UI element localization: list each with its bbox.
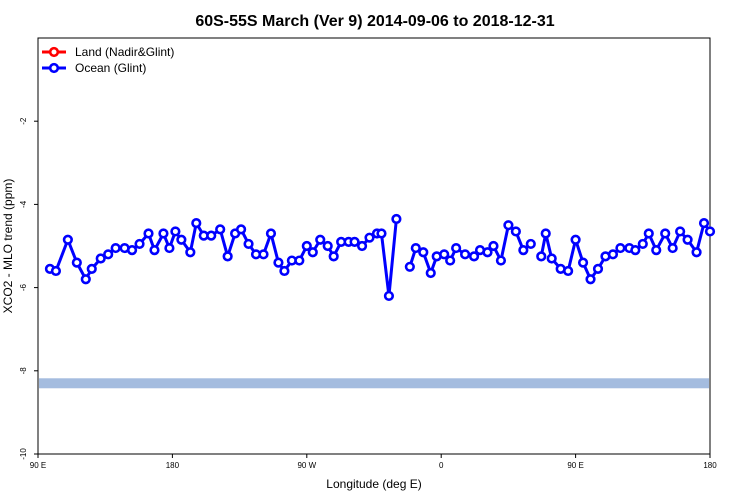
data-point [503,220,514,231]
data-point [651,245,662,256]
data-point [149,245,160,256]
data-point [525,238,536,250]
x-axis-label: Longitude (deg E) [326,477,421,491]
data-point [258,249,269,260]
data-point [391,213,402,225]
chart-title: 60S-55S March (Ver 9) 2014-09-06 to 2018… [195,13,554,30]
data-point [570,234,581,245]
data-point [383,290,395,302]
data-point [615,242,626,254]
data-point [86,263,97,274]
data-point [585,274,596,285]
data-point [510,226,521,237]
reference-band [39,378,709,389]
legend-label: Ocean (Glint) [75,61,146,75]
data-point [482,247,493,258]
legend-label: Land (Nadir&Glint) [75,45,174,59]
data-point [265,228,277,239]
data-point [404,261,415,272]
data-point [425,267,436,279]
data-point [675,226,686,237]
data-point [294,255,305,266]
data-point [495,255,507,266]
legend-swatch-marker [48,62,60,74]
data-point [206,230,217,241]
y-tick-label: -6 [19,283,28,291]
y-tick-label: -10 [19,448,28,460]
data-point [518,245,529,256]
data-point [540,228,551,239]
data-point [80,274,91,285]
data-point [126,245,138,256]
data-point [110,242,121,254]
data-point [158,228,169,239]
data-point [418,247,429,258]
y-tick-label: -2 [19,117,28,125]
data-point [222,251,233,262]
plot-frame [37,37,711,455]
data-point [698,218,710,229]
x-tick-label: 180 [166,461,180,470]
data-point [643,228,654,239]
y-axis-label: XCO2 - MLO trend (ppm) [1,179,15,314]
data-point [307,247,318,258]
data-point [349,236,360,247]
data-point [667,242,678,254]
y-tick-label: -4 [19,200,28,208]
data-point [682,234,693,245]
data-point [164,242,175,254]
data-point [273,257,284,268]
data-point [660,228,671,239]
data-point [488,240,499,252]
data-point [235,224,247,235]
data-point [134,238,145,250]
data-point [563,265,574,277]
data-point [356,240,368,252]
data-point [170,226,181,237]
x-tick-label: 0 [439,461,444,470]
data-point [704,226,716,237]
data-point [637,238,648,250]
data-point [577,257,589,268]
y-tick-label: -8 [19,367,28,375]
data-point [445,255,456,266]
x-tick-label: 90 E [567,461,583,470]
data-point [243,238,254,250]
data-point [607,249,619,260]
data-point [191,218,202,229]
x-tick-label: 90 W [297,461,316,470]
data-point [279,265,290,277]
data-point [176,234,187,245]
data-point [301,240,312,252]
data-point [592,263,604,274]
data-point [410,242,421,254]
data-point [468,251,480,262]
x-tick-label: 180 [703,461,717,470]
x-tick-label: 90 E [30,461,46,470]
data-point [536,251,547,262]
data-point [376,228,387,239]
data-point [328,251,339,262]
data-point [185,247,196,258]
data-point [215,224,226,235]
data-point [439,249,450,260]
data-point [62,234,73,245]
data-point [459,249,471,260]
data-point [630,245,641,256]
data-point [143,228,154,239]
data-point [322,240,333,252]
data-point [315,234,326,245]
data-point [364,232,375,243]
legend: Land (Nadir&Glint) Ocean (Glint) [42,45,174,75]
data-point [50,265,62,277]
data-point [95,253,106,264]
data-point [546,253,557,264]
legend-swatch-marker [48,46,60,58]
data-point [691,247,702,258]
data-point [451,242,462,254]
data-point [71,257,82,268]
data-point [103,249,114,260]
